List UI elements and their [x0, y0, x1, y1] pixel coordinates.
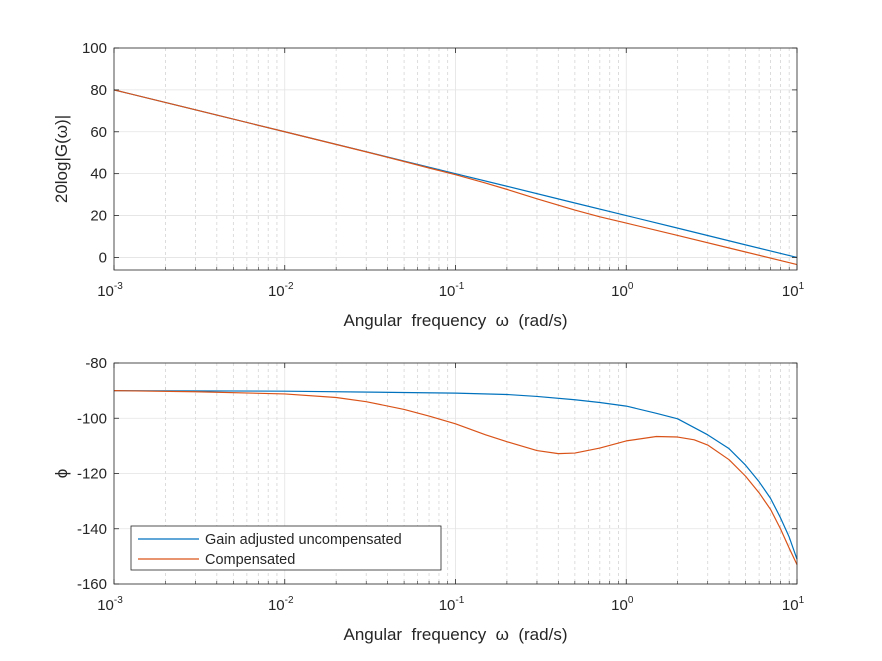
magnitude-y-axis-label: 20log|G(ω)| — [52, 115, 71, 203]
legend-label-1: Compensated — [205, 552, 295, 568]
x-tick-exponent: -1 — [455, 595, 464, 606]
x-tick-exponent: 1 — [799, 281, 805, 292]
phase-y-tick-label: -100 — [77, 410, 107, 427]
x-tick-base: 10 — [611, 283, 628, 300]
x-tick-exponent: 1 — [799, 595, 805, 606]
legend-label-0: Gain adjusted uncompensated — [205, 532, 402, 548]
magnitude-y-tick-label: 0 — [99, 249, 107, 266]
phase-x-tick-label: 10-2 — [268, 595, 294, 614]
phase-x-tick-label: 101 — [782, 595, 805, 614]
magnitude-y-tick-label: 40 — [90, 166, 107, 183]
x-tick-base: 10 — [782, 597, 799, 614]
x-tick-exponent: 0 — [628, 281, 634, 292]
magnitude-y-tick-label: 80 — [90, 82, 107, 99]
phase-legend: Gain adjusted uncompensated Compensated — [130, 525, 442, 571]
magnitude-y-tick-label: 60 — [90, 124, 107, 141]
magnitude-y-tick-label: 100 — [82, 40, 107, 57]
x-tick-base: 10 — [268, 597, 285, 614]
x-tick-base: 10 — [439, 283, 456, 300]
x-tick-exponent: -2 — [285, 281, 294, 292]
x-tick-base: 10 — [439, 597, 456, 614]
phase-y-tick-label: -140 — [77, 521, 107, 538]
x-tick-exponent: -3 — [114, 281, 123, 292]
phase-x-tick-label: 10-1 — [439, 595, 465, 614]
phase-y-axis-label: ϕ — [52, 469, 71, 479]
x-tick-exponent: -3 — [114, 595, 123, 606]
x-tick-base: 10 — [97, 283, 114, 300]
x-tick-base: 10 — [97, 597, 114, 614]
magnitude-x-tick-label: 101 — [782, 281, 805, 300]
x-tick-exponent: 0 — [628, 595, 634, 606]
x-tick-base: 10 — [782, 283, 799, 300]
phase-y-tick-label: -160 — [77, 576, 107, 593]
magnitude-x-tick-label: 100 — [611, 281, 634, 300]
magnitude-series-line-1 — [113, 89, 798, 266]
magnitude-x-tick-label: 10-2 — [268, 281, 294, 300]
phase-y-tick-label: -120 — [77, 466, 107, 483]
magnitude-y-tick-label: 20 — [90, 208, 107, 225]
phase-x-axis-label: Angular frequency ω (rad/s) — [344, 625, 568, 644]
phase-series-line-1 — [113, 390, 798, 565]
x-tick-exponent: -1 — [455, 281, 464, 292]
legend-box — [130, 525, 442, 571]
phase-series-line-0 — [113, 390, 798, 560]
phase-x-tick-label: 100 — [611, 595, 634, 614]
phase-y-tick-label: -80 — [85, 355, 107, 372]
x-tick-base: 10 — [268, 283, 285, 300]
magnitude-x-tick-label: 10-3 — [97, 281, 123, 300]
magnitude-x-tick-label: 10-1 — [439, 281, 465, 300]
magnitude-x-axis-label: Angular frequency ω (rad/s) — [344, 311, 568, 330]
phase-x-tick-label: 10-3 — [97, 595, 123, 614]
x-tick-base: 10 — [611, 597, 628, 614]
phase-axes: 10-3 10-2 10-1 100 101-160-140-120-100-80Ang… — [52, 355, 805, 644]
x-tick-exponent: -2 — [285, 595, 294, 606]
